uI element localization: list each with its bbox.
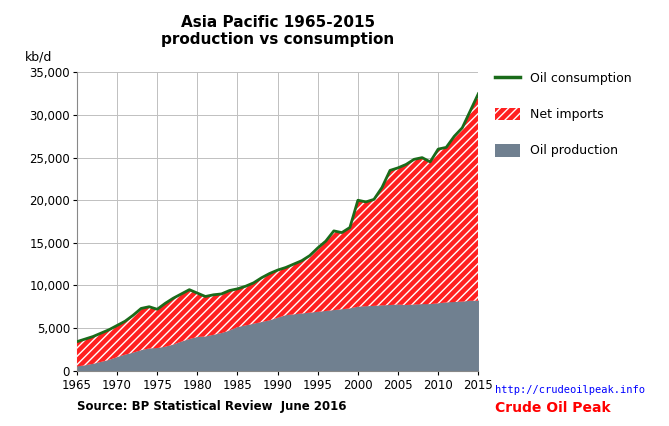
Text: Source: BP Statistical Review  June 2016: Source: BP Statistical Review June 2016 [77, 400, 347, 413]
Text: http://crudeoilpeak.info: http://crudeoilpeak.info [495, 386, 645, 395]
Text: Crude Oil Peak: Crude Oil Peak [495, 401, 611, 415]
Text: kb/d: kb/d [25, 50, 52, 63]
Text: production vs consumption: production vs consumption [161, 32, 394, 47]
Legend: Oil consumption, Net imports, Oil production: Oil consumption, Net imports, Oil produc… [490, 66, 637, 162]
Text: Asia Pacific 1965-2015: Asia Pacific 1965-2015 [181, 15, 375, 30]
